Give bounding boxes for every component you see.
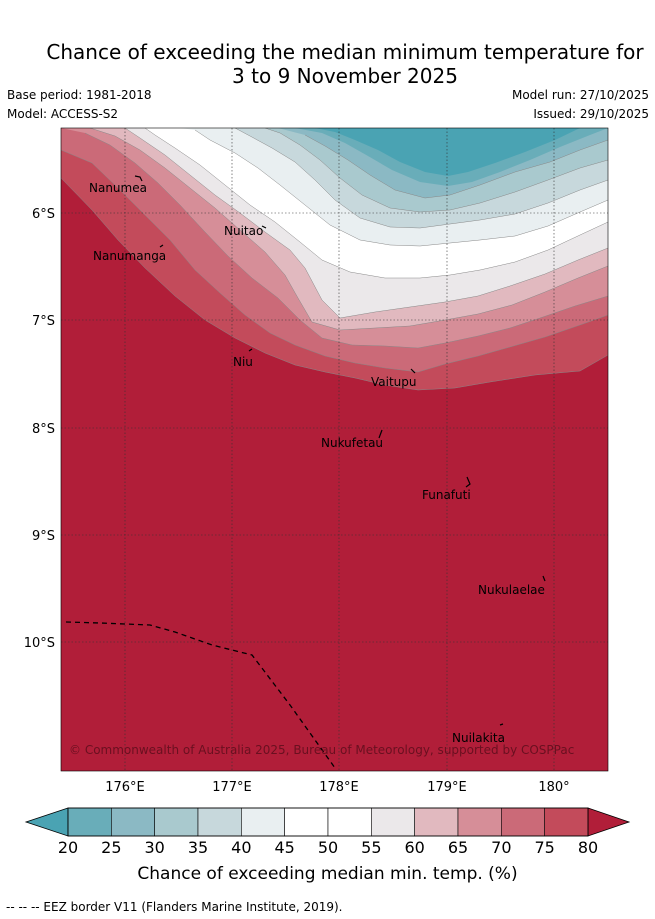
eez-footnote: -- -- -- EEZ border V11 (Flanders Marine… [6,900,343,914]
colorbar-segment [111,807,155,837]
colorbar-tick-label: 75 [534,838,554,857]
base-period: Base period: 1981-2018 [7,88,152,102]
chart-title-line1: Chance of exceeding the median minimum t… [46,40,644,64]
lat-label-10s: 10°S [24,636,55,651]
lat-label-8s: 8°S [32,422,55,437]
place-nukulaelae: Nukulaelae [478,583,545,597]
colorbar-frame [67,807,589,837]
chart-title: Chance of exceeding the median minimum t… [0,40,655,88]
chart-title-line2: 3 to 9 November 2025 [232,64,458,88]
lon-label-177e: 177°E [212,780,252,795]
colorbar-tick-label: 20 [58,838,78,857]
lat-label-6s: 6°S [32,207,55,222]
colorbar-tick-label: 35 [188,838,208,857]
colorbar-segments [67,807,589,837]
model-name: Model: ACCESS-S2 [7,107,119,121]
colorbar-tick-label: 55 [361,838,381,857]
place-nukufetau: Nukufetau [321,436,383,450]
colorbar-tick-label: 25 [101,838,121,857]
colorbar-segment [414,807,459,837]
probability-contours: Nanumea Nuitao Nanumanga Niu Vaitupu Nuk… [61,128,608,771]
colorbar: 20 25 30 35 40 45 50 55 60 65 70 75 80 [24,807,631,857]
colorbar-tick-label: 80 [578,838,598,857]
map-frame [60,127,609,772]
lon-label-180: 180° [538,780,569,795]
colorbar-title: Chance of exceeding median min. temp. (%… [137,864,518,884]
graticule [61,128,608,771]
colorbar-under-arrow [24,807,69,837]
copyright-notice: © Commonwealth of Australia 2025, Bureau… [69,743,574,757]
place-nanumanga: Nanumanga [93,249,166,263]
contour-lines [61,128,608,391]
colorbar-tick-label: 45 [274,838,294,857]
issued-date: Issued: 29/10/2025 [533,107,649,121]
colorbar-ticks: 20 25 30 35 40 45 50 55 60 65 70 75 80 [58,838,598,857]
colorbar-over-arrow [587,807,631,837]
colorbar-tick-label: 65 [448,838,468,857]
colorbar-tick-label: 50 [318,838,338,857]
colorbar-segment [197,807,242,837]
place-funafuti: Funafuti [422,488,471,502]
contour-under-20 [315,128,580,176]
lon-label-176e: 176°E [105,780,145,795]
colorbar-tick-label: 30 [144,838,164,857]
place-nuilakita: Nuilakita [452,731,505,745]
colorbar-tick-label: 40 [231,838,251,857]
eez-border [65,621,336,769]
colorbar-segment [544,807,589,837]
colorbar-segment [371,807,415,837]
model-run: Model run: 27/10/2025 [511,88,649,102]
colorbar-segment [154,807,199,837]
colorbar-segment [327,807,372,837]
lon-label-179e: 179°E [427,780,467,795]
place-niu: Niu [233,355,253,369]
colorbar-tick-label: 70 [491,838,511,857]
place-nanumea: Nanumea [89,181,147,195]
island-outlines [134,175,546,726]
colorbar-segment [284,807,329,837]
lat-label-9s: 9°S [32,529,55,544]
colorbar-segment [241,807,285,837]
place-nuitao: Nuitao [224,224,263,238]
colorbar-segment [67,807,112,837]
colorbar-segment [501,807,545,837]
lon-label-178e: 178°E [319,780,359,795]
colorbar-tick-label: 60 [404,838,424,857]
place-vaitupu: Vaitupu [371,375,417,389]
colorbar-segment [457,807,502,837]
lat-label-7s: 7°S [32,314,55,329]
